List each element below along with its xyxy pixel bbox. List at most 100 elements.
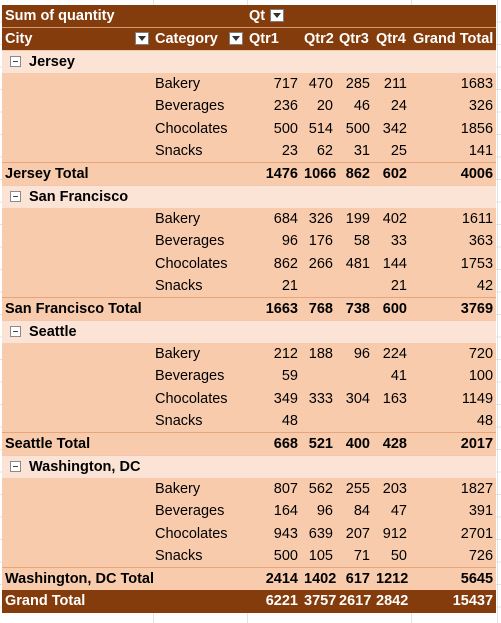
empty-city-cell[interactable] bbox=[2, 230, 152, 253]
grand-total-label[interactable]: Grand Total bbox=[2, 590, 246, 613]
category-cell[interactable]: Beverages bbox=[152, 500, 246, 523]
category-cell[interactable]: Chocolates bbox=[152, 522, 246, 545]
value-cell-q3[interactable]: 199 bbox=[336, 207, 373, 230]
subtotal-cell-total[interactable]: 3769 bbox=[410, 297, 497, 320]
value-cell-q2[interactable]: 333 bbox=[301, 387, 336, 410]
value-cell-q3[interactable]: 58 bbox=[336, 230, 373, 253]
value-cell-q4[interactable]: 211 bbox=[373, 72, 410, 95]
value-cell-q4[interactable]: 33 bbox=[373, 230, 410, 253]
value-cell-q2[interactable]: 105 bbox=[301, 545, 336, 568]
value-cell-q1[interactable]: 212 bbox=[246, 342, 301, 365]
subtotal-cell-q3[interactable]: 738 bbox=[336, 297, 373, 320]
city-cell[interactable]: Seattle bbox=[2, 319, 497, 343]
subtotal-label[interactable]: Washington, DC Total bbox=[2, 567, 246, 590]
empty-city-cell[interactable] bbox=[2, 477, 152, 500]
subtotal-cell-q3[interactable]: 862 bbox=[336, 162, 373, 185]
value-cell-q1[interactable]: 349 bbox=[246, 387, 301, 410]
value-cell-q4[interactable]: 342 bbox=[373, 117, 410, 140]
value-cell-q3[interactable]: 31 bbox=[336, 140, 373, 163]
value-cell-q1[interactable]: 59 bbox=[246, 365, 301, 388]
subtotal-cell-q3[interactable]: 400 bbox=[336, 432, 373, 455]
empty-city-cell[interactable] bbox=[2, 522, 152, 545]
category-cell[interactable]: Chocolates bbox=[152, 117, 246, 140]
category-cell[interactable]: Bakery bbox=[152, 72, 246, 95]
value-cell-total[interactable]: 1149 bbox=[410, 387, 497, 410]
city-cell[interactable]: Jersey bbox=[2, 49, 497, 73]
collapse-minus-icon[interactable] bbox=[10, 460, 21, 472]
value-cell-q3[interactable]: 84 bbox=[336, 500, 373, 523]
value-cell-total[interactable]: 326 bbox=[410, 95, 497, 118]
value-cell-q2[interactable]: 326 bbox=[301, 207, 336, 230]
subtotal-cell-q1[interactable]: 1663 bbox=[246, 297, 301, 320]
value-cell-q3[interactable]: 285 bbox=[336, 72, 373, 95]
empty-city-cell[interactable] bbox=[2, 207, 152, 230]
value-cell-q4[interactable]: 224 bbox=[373, 342, 410, 365]
value-cell-q1[interactable]: 807 bbox=[246, 477, 301, 500]
value-cell-total[interactable]: 100 bbox=[410, 365, 497, 388]
value-cell-q1[interactable]: 48 bbox=[246, 410, 301, 433]
category-cell[interactable]: Bakery bbox=[152, 207, 246, 230]
value-cell-q4[interactable]: 163 bbox=[373, 387, 410, 410]
value-cell-q4[interactable]: 50 bbox=[373, 545, 410, 568]
grand-total-cell-q4[interactable]: 2842 bbox=[373, 590, 410, 613]
value-cell-q3[interactable]: 304 bbox=[336, 387, 373, 410]
city-filter-dropdown-icon[interactable] bbox=[135, 32, 149, 46]
value-cell-q2[interactable]: 639 bbox=[301, 522, 336, 545]
category-cell[interactable]: Bakery bbox=[152, 477, 246, 500]
empty-city-cell[interactable] bbox=[2, 275, 152, 298]
value-cell-q4[interactable]: 41 bbox=[373, 365, 410, 388]
value-cell-total[interactable]: 2701 bbox=[410, 522, 497, 545]
empty-city-cell[interactable] bbox=[2, 72, 152, 95]
subtotal-cell-total[interactable]: 5645 bbox=[410, 567, 497, 590]
subtotal-label[interactable]: Seattle Total bbox=[2, 432, 246, 455]
subtotal-cell-q4[interactable]: 602 bbox=[373, 162, 410, 185]
grand-total-cell-total[interactable]: 15437 bbox=[410, 590, 497, 613]
empty-city-cell[interactable] bbox=[2, 365, 152, 388]
subtotal-cell-q1[interactable]: 2414 bbox=[246, 567, 301, 590]
empty-city-cell[interactable] bbox=[2, 500, 152, 523]
quarter-header[interactable]: Qtr4 bbox=[373, 27, 410, 50]
value-cell-total[interactable]: 1683 bbox=[410, 72, 497, 95]
value-cell-q1[interactable]: 684 bbox=[246, 207, 301, 230]
value-cell-q2[interactable]: 20 bbox=[301, 95, 336, 118]
category-cell[interactable]: Chocolates bbox=[152, 387, 246, 410]
value-cell-q1[interactable]: 862 bbox=[246, 252, 301, 275]
empty-city-cell[interactable] bbox=[2, 410, 152, 433]
subtotal-cell-q1[interactable]: 668 bbox=[246, 432, 301, 455]
empty-city-cell[interactable] bbox=[2, 545, 152, 568]
subtotal-label[interactable]: San Francisco Total bbox=[2, 297, 246, 320]
value-cell-q4[interactable]: 402 bbox=[373, 207, 410, 230]
city-cell[interactable]: San Francisco bbox=[2, 184, 497, 208]
value-cell-total[interactable]: 48 bbox=[410, 410, 497, 433]
value-cell-q3[interactable]: 500 bbox=[336, 117, 373, 140]
empty-city-cell[interactable] bbox=[2, 117, 152, 140]
grand-total-header[interactable]: Grand Total bbox=[410, 27, 497, 50]
pivot-table[interactable]: Sum of quantity Qt City Category Qtr1 Qt… bbox=[2, 5, 497, 613]
value-cell-q1[interactable]: 96 bbox=[246, 230, 301, 253]
value-cell-q1[interactable]: 236 bbox=[246, 95, 301, 118]
value-cell-q4[interactable]: 47 bbox=[373, 500, 410, 523]
value-cell-q4[interactable] bbox=[373, 410, 410, 433]
value-cell-q2[interactable] bbox=[301, 365, 336, 388]
value-cell-total[interactable]: 720 bbox=[410, 342, 497, 365]
empty-city-cell[interactable] bbox=[2, 252, 152, 275]
subtotal-cell-q2[interactable]: 1066 bbox=[301, 162, 336, 185]
value-cell-total[interactable]: 726 bbox=[410, 545, 497, 568]
category-cell[interactable]: Beverages bbox=[152, 230, 246, 253]
value-cell-q4[interactable]: 203 bbox=[373, 477, 410, 500]
value-cell-q4[interactable]: 24 bbox=[373, 95, 410, 118]
value-cell-total[interactable]: 141 bbox=[410, 140, 497, 163]
empty-city-cell[interactable] bbox=[2, 140, 152, 163]
category-filter-dropdown-icon[interactable] bbox=[229, 32, 243, 46]
quarter-header[interactable]: Qtr2 bbox=[301, 27, 336, 50]
subtotal-cell-q2[interactable]: 768 bbox=[301, 297, 336, 320]
value-cell-q3[interactable] bbox=[336, 275, 373, 298]
category-cell[interactable]: Snacks bbox=[152, 410, 246, 433]
category-cell[interactable]: Beverages bbox=[152, 95, 246, 118]
category-cell[interactable]: Snacks bbox=[152, 545, 246, 568]
subtotal-cell-total[interactable]: 4006 bbox=[410, 162, 497, 185]
value-cell-q2[interactable] bbox=[301, 275, 336, 298]
grand-total-cell-q3[interactable]: 2617 bbox=[336, 590, 373, 613]
subtotal-cell-q3[interactable]: 617 bbox=[336, 567, 373, 590]
value-cell-q2[interactable]: 176 bbox=[301, 230, 336, 253]
